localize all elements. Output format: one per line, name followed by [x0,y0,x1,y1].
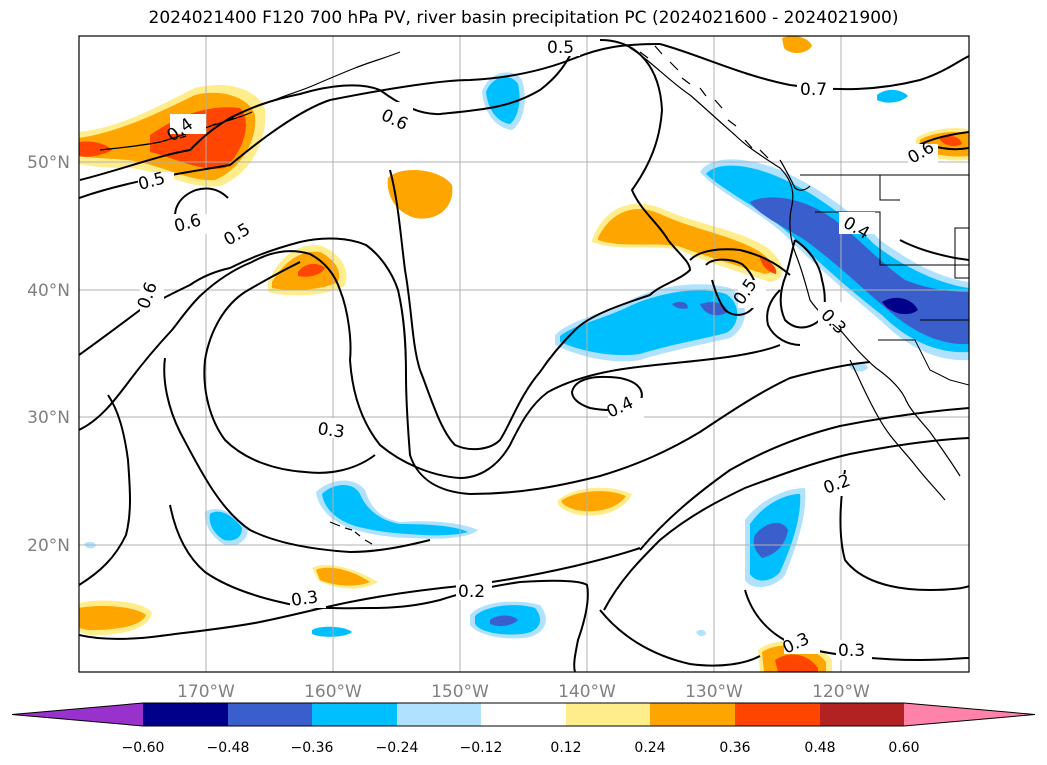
colorbar-tick-label: −0.12 [460,740,503,756]
colorbar-tick-label: 0.48 [804,740,835,756]
colorbar-segment [566,703,650,726]
map-frame [78,35,970,673]
colorbar-tick-label: 0.12 [550,740,581,756]
colorbar-segment [481,703,566,726]
colorbar-segment [820,703,904,726]
contour-label: 0.3 [838,641,865,661]
colorbar-tick-label: −0.60 [122,740,165,756]
negative-precip-shading [84,72,969,639]
lat-tick-label: 20°N [27,536,70,556]
colorbar-segment [735,703,820,726]
colorbar-tick-label: 0.24 [634,740,665,756]
colorbar-tick-label: −0.36 [291,740,334,756]
coastlines [99,45,961,545]
colorbar-labels: −0.60 −0.48 −0.36 −0.24 −0.12 0.12 0.24 … [122,740,920,756]
contour-label: 0.3 [290,587,320,611]
lon-tick-label: 130°W [685,682,743,702]
lon-tick-label: 140°W [558,682,616,702]
contour-label: 0.7 [800,80,827,100]
lon-tick-label: 120°W [812,682,870,702]
colorbar-tick-label: −0.48 [207,740,250,756]
colorbar-extend-max [904,703,1035,726]
lat-tick-label: 50°N [27,153,70,173]
contour-label: 0.5 [547,38,574,58]
longitude-axis: 170°W 160°W 150°W 140°W 130°W 120°W [177,682,870,702]
colorbar-tick-label: −0.24 [376,740,419,756]
colorbar-tick-label: 0.36 [719,740,750,756]
lon-tick-label: 150°W [431,682,489,702]
lon-tick-label: 170°W [177,682,235,702]
lon-tick-label: 160°W [304,682,362,702]
contour-label: 0.2 [458,582,485,602]
pv-contours [79,39,969,672]
colorbar-segment [650,703,735,726]
colorbar-segment [397,703,481,726]
colorbar [11,702,1036,727]
contour-label-group: 0.5 0.7 0.6 0.4 0.5 0.6 0.5 0.6 0.4 0.5 … [134,36,938,661]
colorbar-segment [143,703,228,726]
map-title: 2024021400 F120 700 hPa PV, river basin … [148,8,899,28]
contour-label: 0.3 [316,419,346,443]
map-plot-area: 0.5 0.7 0.6 0.4 0.5 0.6 0.5 0.6 0.4 0.5 … [79,36,969,672]
lat-tick-label: 40°N [27,281,70,301]
colorbar-outline [11,702,1036,727]
colorbar-segment [228,703,312,726]
latitude-axis: 50°N 40°N 30°N 20°N [27,153,70,556]
lat-tick-label: 30°N [27,408,70,428]
colorbar-extend-min [12,703,143,726]
colorbar-tick-label: 0.60 [888,740,919,756]
colorbar-segment [312,703,397,726]
